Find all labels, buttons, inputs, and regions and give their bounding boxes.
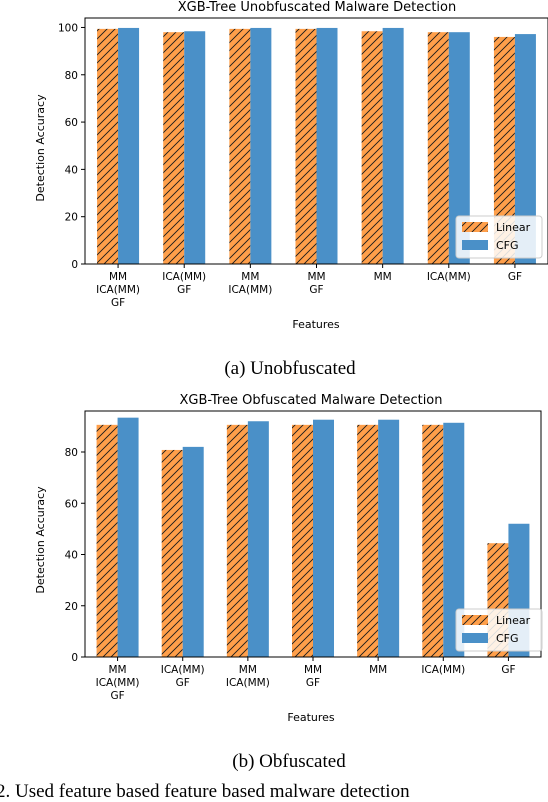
legend-swatch-cfg (462, 633, 488, 643)
plot-frame (84, 17, 548, 265)
chart-title: XGB-Tree Obfuscated Malware Detection (179, 393, 442, 408)
bar-linear (161, 449, 183, 657)
bar-cfg (250, 27, 272, 264)
bar-linear (427, 32, 449, 264)
plot-frame (84, 410, 542, 658)
bar-cfg (117, 417, 139, 657)
legend-label-linear: Linear (496, 614, 531, 627)
y-axis-label: Detection Accuracy (34, 486, 47, 594)
y-tick-label: 20 (65, 601, 78, 613)
bar-cfg (316, 27, 338, 264)
bar-cfg (118, 27, 140, 264)
x-tick-label: MM ICA(MM) GF (96, 271, 140, 309)
y-tick-label: 0 (71, 652, 78, 664)
x-axis-label: Features (287, 711, 335, 724)
x-axis-label: Features (292, 318, 340, 331)
x-tick-label: ICA(MM) GF (161, 664, 205, 689)
x-tick-label: ICA(MM) GF (162, 271, 206, 296)
chart-obfuscated: XGB-Tree Obfuscated Malware Detection De… (34, 393, 543, 772)
bar-linear (295, 28, 317, 265)
bar-linear (493, 36, 515, 264)
legend-swatch-linear (462, 615, 488, 625)
bar-cfg (313, 419, 334, 657)
bar-linear (96, 424, 118, 657)
bar-cfg (247, 421, 269, 657)
x-tick-label: GF (501, 664, 515, 676)
bar-cfg (378, 419, 400, 657)
y-tick-label: 40 (65, 164, 78, 176)
x-tick-label: MM (374, 271, 392, 283)
bar-cfg (443, 422, 465, 657)
legend: Linear CFG (455, 215, 543, 259)
bars-group (97, 27, 536, 265)
y-tick-label: 80 (65, 70, 78, 82)
y-tick-label: 20 (65, 212, 78, 224)
chart-title: XGB-Tree Unobfuscated Malware Detection (178, 0, 457, 15)
y-tick-label: 0 (71, 259, 78, 271)
legend-swatch-cfg (462, 240, 488, 250)
x-tick-label: ICA(MM) (421, 664, 465, 676)
legend: Linear CFG (455, 608, 543, 652)
y-tick-label: 40 (65, 550, 78, 562)
bar-linear (229, 28, 251, 265)
bar-linear (163, 32, 185, 264)
x-tick-label: MM ICA(MM) (226, 664, 270, 689)
legend-label-cfg: CFG (496, 239, 519, 252)
bar-linear (292, 424, 313, 657)
x-tick-label: MM ICA(MM) GF (96, 664, 140, 702)
bar-cfg (382, 27, 404, 264)
bar-linear (226, 424, 248, 657)
footer-text: 2. Used feature based feature based malw… (0, 781, 410, 802)
legend-label-cfg: CFG (496, 632, 519, 645)
x-tick-label: MM GF (304, 664, 322, 689)
x-tick-label: MM (369, 664, 387, 676)
bar-linear (361, 31, 383, 264)
y-tick-label: 80 (65, 447, 78, 459)
chart-unobfuscated: XGB-Tree Unobfuscated Malware Detection … (34, 0, 548, 379)
caption: (a) Unobfuscated (224, 358, 356, 379)
bar-cfg (182, 446, 204, 657)
caption: (b) Obfuscated (232, 751, 346, 772)
y-axis-label: Detection Accuracy (34, 94, 47, 202)
y-tick-label: 100 (58, 22, 78, 34)
y-tick-label: 60 (65, 498, 78, 510)
x-tick-label: GF (508, 271, 522, 283)
bar-cfg (184, 31, 206, 264)
legend-label-linear: Linear (496, 221, 531, 234)
bar-cfg (448, 32, 470, 264)
x-tick-label: MM GF (307, 271, 325, 296)
legend-swatch-linear (462, 222, 488, 232)
bar-cfg (514, 34, 536, 265)
bar-linear (422, 424, 444, 657)
bar-linear (357, 424, 379, 657)
x-tick-label: ICA(MM) (427, 271, 471, 283)
y-tick-label: 60 (65, 117, 78, 129)
bar-linear (97, 28, 119, 265)
x-tick-label: MM ICA(MM) (228, 271, 272, 296)
